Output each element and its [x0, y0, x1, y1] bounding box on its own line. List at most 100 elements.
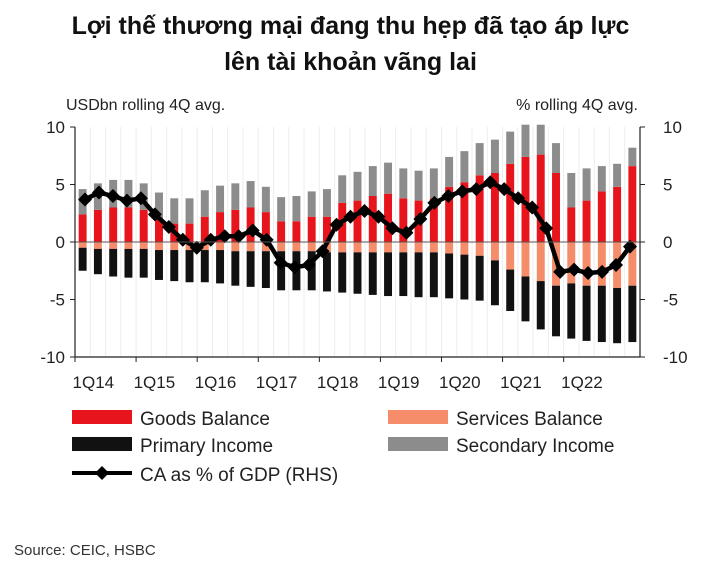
x-tick-label: 1Q21: [500, 373, 542, 392]
right-y-tick-label: 5: [663, 176, 672, 195]
services-balance-bar: [307, 242, 316, 252]
goods-balance-bar: [93, 209, 102, 242]
services-balance-bar: [231, 242, 240, 252]
goods-balance-bar: [78, 214, 87, 242]
bar-layer: [78, 124, 637, 344]
primary-income-bar: [521, 276, 530, 322]
services-balance-bar: [216, 242, 225, 251]
secondary-income-bar: [307, 191, 316, 217]
primary-income-bar: [490, 260, 499, 306]
left-y-tick-label: 5: [56, 176, 65, 195]
x-tick-label: 1Q18: [317, 373, 359, 392]
goods-balance-bar: [124, 207, 133, 242]
secondary-income-bar: [384, 162, 393, 194]
primary-income-bar: [170, 250, 179, 282]
secondary-income-bar: [124, 179, 133, 208]
goods-balance-bar: [429, 198, 438, 242]
x-tick-label: 1Q19: [378, 373, 420, 392]
legend-label: Secondary Income: [456, 436, 614, 457]
ca-gdp-point: [371, 209, 386, 224]
goods-balance-bar: [246, 207, 255, 242]
secondary-income-bar: [368, 166, 377, 196]
primary-income-bar: [139, 248, 148, 278]
services-balance-bar: [506, 242, 515, 270]
goods-balance-bar: [155, 219, 163, 242]
ca-gdp-point: [623, 239, 637, 254]
goods-balance-bar: [582, 200, 591, 242]
right-axis-unit: % rolling 4Q avg.: [516, 97, 638, 114]
goods-balance-bar: [460, 182, 469, 242]
goods-balance-bar: [216, 212, 225, 242]
legend-swatch: [72, 410, 132, 424]
ca-gdp-point: [147, 207, 162, 222]
secondary-income-bar: [475, 143, 484, 176]
services-balance-bar: [521, 242, 530, 277]
x-tick-label: 1Q14: [73, 373, 115, 392]
ca-gdp-point: [301, 258, 316, 272]
primary-income-bar: [384, 252, 393, 297]
secondary-income-bar: [399, 168, 408, 199]
services-balance-bar: [277, 242, 286, 252]
legend-ca-gdp: CA as % of GDP (RHS): [72, 465, 338, 486]
services-balance-bar: [490, 242, 499, 261]
x-tick-label: 1Q20: [439, 373, 481, 392]
primary-income-bar: [567, 283, 576, 339]
legend: Goods Balance Services Balance Primary Inc…: [72, 409, 614, 486]
ca-gdp-point: [343, 209, 358, 224]
services-balance-bar: [338, 242, 347, 253]
services-balance-bar: [582, 242, 591, 286]
ca-gdp-point: [245, 223, 260, 238]
legend-swatch: [388, 410, 448, 424]
ca-gdp-point: [273, 255, 288, 270]
services-balance-bar: [124, 242, 133, 249]
ca-gdp-point: [469, 182, 484, 197]
services-balance-bar: [261, 242, 270, 252]
secondary-income-bar: [170, 198, 179, 224]
ca-gdp-point: [539, 221, 554, 236]
goods-balance-bar: [384, 193, 393, 242]
legend-label: Services Balance: [456, 409, 603, 430]
goods-balance-bar: [552, 173, 560, 242]
secondary-income-bar: [338, 175, 347, 203]
ca-gdp-point: [175, 232, 190, 247]
ca-gdp-point: [189, 240, 204, 255]
services-balance-bar: [567, 242, 576, 284]
ca-gdp-point: [399, 225, 414, 240]
left-y-tick-label: -5: [50, 291, 65, 310]
goods-balance-bar: [292, 221, 301, 242]
goods-balance-bar: [109, 207, 118, 242]
x-tick-label: 1Q15: [134, 373, 176, 392]
ca-gdp-point: [78, 192, 92, 207]
secondary-income-bar: [521, 124, 530, 157]
services-balance-bar: [414, 242, 423, 253]
primary-income-bar: [109, 248, 118, 277]
legend-secondary-income: Secondary Income: [388, 436, 614, 457]
primary-income-bar: [613, 288, 622, 344]
primary-income-bar: [460, 254, 469, 300]
left-axis-unit: USDbn rolling 4Q avg.: [66, 97, 225, 114]
primary-income-bar: [429, 252, 438, 298]
left-y-tick-label: 0: [56, 233, 65, 252]
right-y-tick-label: 10: [663, 118, 682, 137]
services-balance-bar: [399, 242, 408, 253]
secondary-income-bar: [490, 139, 499, 173]
goods-balance-bar: [490, 173, 499, 242]
goods-balance-bar: [139, 209, 148, 242]
goods-balance-bar: [628, 166, 637, 242]
ca-gdp-point: [259, 232, 274, 247]
ca-gdp-point: [203, 232, 218, 247]
primary-income-bar: [414, 252, 423, 298]
goods-balance-bar: [368, 196, 377, 242]
services-balance-bar: [429, 242, 438, 253]
ca-gdp-point: [581, 266, 596, 281]
secondary-income-bar: [353, 171, 362, 201]
ca-gdp-point: [357, 203, 372, 218]
secondary-income-bar: [246, 181, 255, 208]
primary-income-bar: [399, 252, 408, 297]
services-balance-bar: [384, 242, 393, 253]
primary-income-bar: [124, 248, 133, 278]
secondary-income-bar: [628, 147, 637, 167]
goods-balance-bar: [506, 163, 515, 242]
goods-balance-bar: [475, 175, 484, 242]
